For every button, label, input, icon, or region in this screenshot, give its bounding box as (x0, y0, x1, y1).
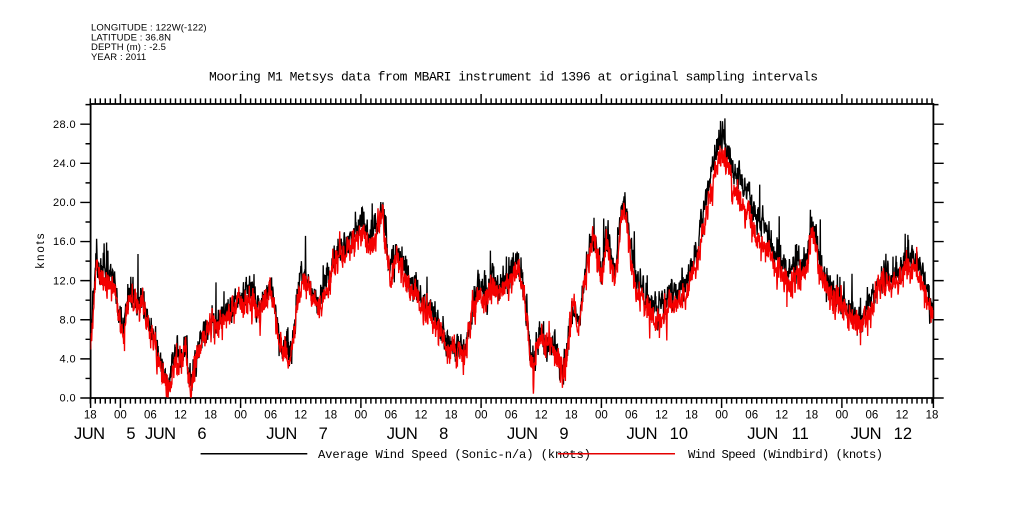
svg-text:18: 18 (565, 410, 578, 422)
svg-text:6: 6 (197, 425, 206, 443)
svg-text:00: 00 (595, 410, 608, 422)
svg-text:00: 00 (715, 410, 728, 422)
svg-text:12: 12 (174, 410, 187, 422)
svg-text:5: 5 (126, 425, 135, 443)
svg-text:06: 06 (144, 410, 157, 422)
svg-text:06: 06 (385, 410, 398, 422)
svg-text:4.0: 4.0 (60, 354, 77, 366)
svg-text:JUN: JUN (747, 425, 778, 443)
svg-text:JUN: JUN (627, 425, 658, 443)
svg-text:8: 8 (439, 425, 448, 443)
svg-text:JUN: JUN (851, 425, 882, 443)
svg-text:18: 18 (84, 410, 97, 422)
svg-text:9: 9 (559, 425, 568, 443)
svg-text:JUN: JUN (387, 425, 418, 443)
svg-text:0.0: 0.0 (60, 393, 77, 405)
svg-text:12.0: 12.0 (53, 275, 76, 287)
svg-text:Average Wind Speed (Sonic-n/a): Average Wind Speed (Sonic-n/a) (knots) (318, 448, 591, 462)
svg-text:7: 7 (319, 425, 328, 443)
svg-text:24.0: 24.0 (53, 158, 76, 170)
svg-text:Wind Speed (Windbird) (knots): Wind Speed (Windbird) (knots) (688, 448, 883, 462)
svg-text:11: 11 (792, 425, 809, 443)
svg-text:knots: knots (35, 233, 47, 268)
svg-text:18: 18 (204, 410, 217, 422)
svg-text:JUN: JUN (74, 425, 105, 443)
svg-text:00: 00 (475, 410, 488, 422)
svg-text:00: 00 (234, 410, 247, 422)
svg-text:00: 00 (836, 410, 849, 422)
svg-text:LATITUDE : 36.8N: LATITUDE : 36.8N (91, 32, 171, 43)
svg-text:20.0: 20.0 (53, 197, 76, 209)
svg-text:00: 00 (114, 410, 127, 422)
svg-text:JUN: JUN (507, 425, 538, 443)
svg-text:06: 06 (264, 410, 277, 422)
svg-text:12: 12 (535, 410, 548, 422)
svg-text:06: 06 (505, 410, 518, 422)
svg-text:10: 10 (670, 425, 688, 443)
svg-text:8.0: 8.0 (60, 314, 77, 326)
svg-text:12: 12 (896, 410, 909, 422)
svg-text:YEAR : 2011: YEAR : 2011 (91, 52, 146, 63)
svg-text:06: 06 (625, 410, 638, 422)
svg-text:LONGITUDE : 122W(-122): LONGITUDE : 122W(-122) (91, 22, 207, 33)
svg-text:12: 12 (655, 410, 668, 422)
svg-text:12: 12 (775, 410, 788, 422)
svg-text:06: 06 (866, 410, 879, 422)
svg-text:12: 12 (894, 425, 912, 443)
svg-text:18: 18 (926, 410, 939, 422)
svg-text:12: 12 (294, 410, 307, 422)
svg-text:JUN: JUN (145, 425, 176, 443)
svg-text:18: 18 (324, 410, 337, 422)
svg-text:16.0: 16.0 (53, 236, 76, 248)
svg-text:12: 12 (415, 410, 428, 422)
svg-text:00: 00 (355, 410, 368, 422)
svg-text:JUN: JUN (266, 425, 297, 443)
svg-text:18: 18 (685, 410, 698, 422)
svg-text:28.0: 28.0 (53, 119, 76, 131)
svg-text:Mooring M1 Metsys data from MB: Mooring M1 Metsys data from MBARI instru… (209, 70, 818, 85)
svg-text:18: 18 (805, 410, 818, 422)
svg-text:18: 18 (445, 410, 458, 422)
svg-text:DEPTH (m) : -2.5: DEPTH (m) : -2.5 (91, 42, 166, 53)
svg-text:06: 06 (745, 410, 758, 422)
